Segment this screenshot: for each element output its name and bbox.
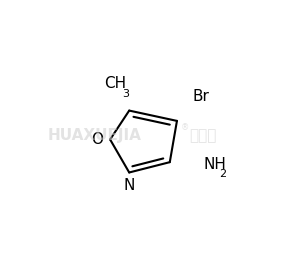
Text: HUAXUEJIA: HUAXUEJIA [48,128,142,143]
Text: O: O [91,132,103,147]
Text: 化学加: 化学加 [189,128,216,143]
Text: ®: ® [180,124,189,133]
Text: 3: 3 [122,89,129,99]
Text: Br: Br [192,89,209,104]
Text: NH: NH [203,157,226,172]
Text: 2: 2 [219,169,226,179]
Text: CH: CH [104,76,126,91]
Text: N: N [124,178,135,193]
